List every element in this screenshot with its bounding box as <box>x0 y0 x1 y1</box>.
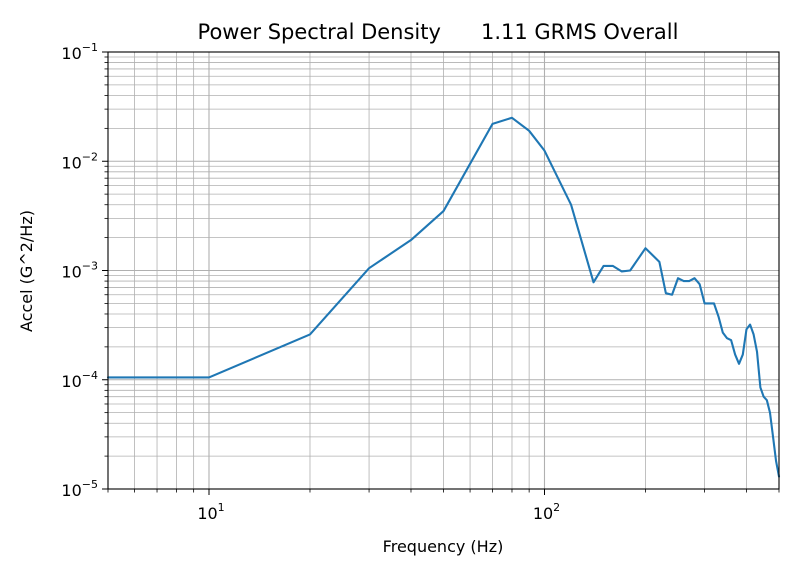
x-tick-label: 102 <box>533 501 560 523</box>
tick-labels: 101 102 10−5 10−4 10−3 10−2 10−1 <box>61 41 560 523</box>
y-tick-label: 10−3 <box>61 260 98 282</box>
tick-marks <box>102 51 780 495</box>
y-tick-label: 10−5 <box>61 478 98 500</box>
x-tick-label: 101 <box>197 501 224 523</box>
chart-title: Power Spectral Density 1.11 GRMS Overall <box>198 20 679 44</box>
psd-series-line <box>106 116 781 478</box>
y-tick-label: 10−2 <box>61 150 98 172</box>
y-tick-label: 10−4 <box>61 369 98 391</box>
series-layer <box>106 116 781 478</box>
x-axis-title: Frequency (Hz) <box>383 537 504 556</box>
y-tick-label: 10−1 <box>61 41 98 63</box>
y-axis-title: Accel (G^2/Hz) <box>17 210 36 332</box>
